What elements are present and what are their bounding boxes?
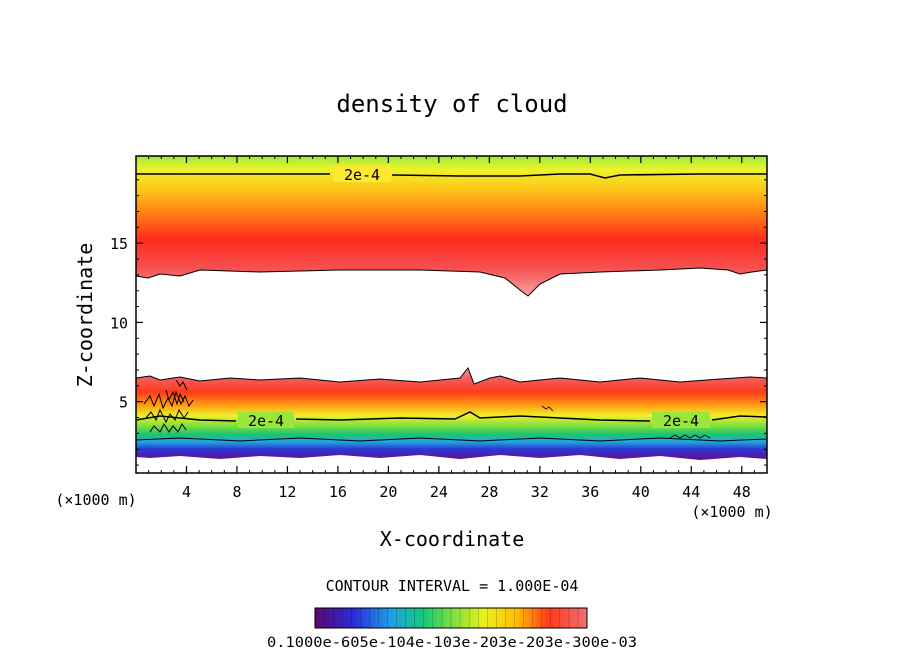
x-tick-label: 20: [379, 483, 397, 501]
x-tick-label: 16: [329, 483, 347, 501]
colorbar-ticks: [323, 608, 579, 628]
x-tick-label: 4: [182, 483, 191, 501]
contour-interval-text: CONTOUR INTERVAL = 1.000E-04: [326, 577, 579, 595]
x-unit-label-right: (×1000 m): [691, 503, 772, 521]
contour-label: 2e-4: [663, 412, 699, 430]
contour-label: 2e-4: [344, 166, 380, 184]
x-tick-label: 48: [733, 483, 751, 501]
x-tick-label: 40: [632, 483, 650, 501]
colorbar-gradient: [314, 607, 588, 629]
upper-cloud-layer: [136, 156, 767, 296]
x-tick-label: 8: [232, 483, 241, 501]
x-tick-label: 36: [581, 483, 599, 501]
x-tick-label: 32: [531, 483, 549, 501]
contour-line-upper-2e-4: [136, 173, 767, 179]
contour-labels: 2e-4 2e-4 2e-4: [238, 166, 710, 430]
colorbar: [314, 607, 588, 629]
x-axis: 4 8 12 16 20 24 28 32 36 40 44 48: [148, 156, 755, 501]
noisy-contours-left: [143, 379, 194, 433]
contour-line-upper-edge: [136, 267, 767, 297]
x-tick-label: 24: [430, 483, 448, 501]
y-axis: 5 10 15: [110, 179, 767, 466]
chart-title: density of cloud: [336, 90, 567, 118]
y-tick-label: 5: [119, 394, 128, 412]
contour-line-lower-2e-4: [136, 411, 767, 422]
x-tick-label: 44: [682, 483, 700, 501]
lower-cloud-layer: [136, 368, 767, 460]
contour-label: 2e-4: [248, 412, 284, 430]
colorbar-label: 0.1000e-605e-104e-103e-203e-203e-300e-03: [267, 635, 637, 651]
y-tick-label: 15: [110, 235, 128, 253]
x-tick-label: 28: [480, 483, 498, 501]
y-tick-label: 10: [110, 314, 128, 332]
contour-line-lower-1e-4: [136, 437, 767, 442]
contour-line-lower-edge: [136, 367, 767, 385]
noisy-contours-right: [541, 405, 711, 439]
x-tick-label: 12: [278, 483, 296, 501]
x-unit-label-left: (×1000 m): [55, 491, 136, 509]
y-axis-label: Z-coordinate: [73, 243, 97, 388]
x-axis-label: X-coordinate: [380, 527, 525, 551]
